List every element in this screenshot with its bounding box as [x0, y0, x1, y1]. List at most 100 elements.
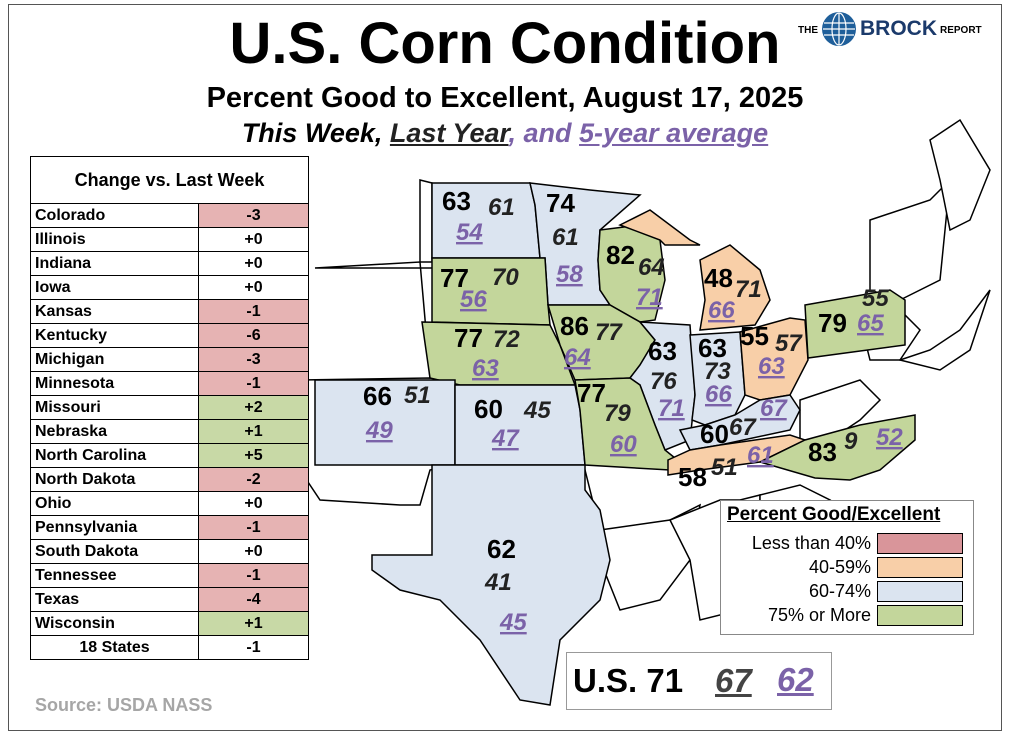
series-last-year: Last Year — [389, 118, 509, 148]
state-5yr-avg-value: 71 — [636, 284, 663, 311]
state-5yr-avg-value: 61 — [747, 442, 774, 469]
legend-title: Percent Good/Excellent — [727, 504, 941, 525]
table-row: Kentucky -6 — [30, 323, 309, 348]
state-name: Tennessee — [30, 563, 199, 588]
brock-logo: THE BROCK REPORT — [790, 10, 995, 50]
series-sep-2: , and — [508, 118, 572, 148]
state-name: Kansas — [30, 299, 199, 324]
state-5yr-avg-value: 54 — [456, 219, 483, 246]
legend-swatch — [877, 581, 963, 602]
series-5yr-avg: 5-year average — [579, 118, 769, 148]
table-row: North Dakota -2 — [30, 467, 309, 492]
table-row: Colorado -3 — [30, 203, 309, 228]
legend-label: 60-74% — [808, 581, 871, 601]
state-5yr-avg-value: 63 — [758, 353, 785, 380]
change-value: +0 — [198, 491, 309, 516]
table-row: Illinois +0 — [30, 227, 309, 252]
state-this-week-value: 63 — [442, 186, 471, 216]
state-name: Pennsylvania — [30, 515, 199, 540]
state-name: Missouri — [30, 395, 199, 420]
state-michigan — [699, 244, 771, 331]
change-value: -1 — [198, 635, 309, 660]
state-this-week-value: 86 — [560, 311, 589, 341]
us-last-year: 67 — [715, 662, 752, 699]
table-row: Wisconsin +1 — [30, 611, 309, 636]
state-this-week-value: 77 — [577, 378, 606, 408]
legend-label: 40-59% — [808, 557, 871, 577]
state-this-week-value: 82 — [606, 240, 635, 270]
state-this-week-value: 66 — [363, 381, 392, 411]
table-row: Tennessee -1 — [30, 563, 309, 588]
state-last-year-value: 67 — [729, 414, 757, 441]
change-value: -1 — [198, 371, 309, 396]
state-last-year-value: 61 — [488, 194, 515, 221]
logo-the: THE — [798, 25, 818, 36]
state-last-year-value: 57 — [775, 330, 803, 357]
state-ohio — [739, 317, 809, 401]
state-texas — [371, 464, 611, 706]
state-north-carolina — [757, 414, 916, 481]
change-table-header: Change vs. Last Week — [30, 156, 309, 204]
legend-item: 60-74% — [721, 580, 971, 602]
us-summary: U.S. 71 67 62 — [566, 652, 832, 710]
color-legend: Percent Good/Excellent Less than 40% 40-… — [720, 500, 974, 635]
change-value: +2 — [198, 395, 309, 420]
state-last-year-value: 76 — [650, 368, 677, 395]
legend-swatch — [877, 533, 963, 554]
state-name: Minnesota — [30, 371, 199, 396]
page-subtitle: Percent Good to Excellent, August 17, 20… — [206, 82, 804, 114]
state-name: Illinois — [30, 227, 199, 252]
change-value: +0 — [198, 539, 309, 564]
change-value: +0 — [198, 227, 309, 252]
state-5yr-avg-value: 66 — [708, 297, 735, 324]
us-5yr-avg: 62 — [777, 661, 814, 698]
state-name: Iowa — [30, 275, 199, 300]
change-value: +1 — [198, 611, 309, 636]
logo-name: BROCK — [860, 17, 937, 40]
state-this-week-value: 77 — [440, 263, 469, 293]
state-name: Wisconsin — [30, 611, 199, 636]
table-row: Pennsylvania -1 — [30, 515, 309, 540]
state-michigan-upper — [618, 209, 701, 246]
series-legend-line: This Week, Last Year, and 5-year average — [0, 118, 1010, 149]
state-this-week-value: 62 — [487, 534, 516, 564]
table-total-row: 18 States -1 — [30, 635, 309, 660]
change-value: -1 — [198, 515, 309, 540]
state-5yr-avg-value: 65 — [857, 310, 884, 337]
page-title: U.S. Corn Condition — [229, 11, 781, 76]
state-5yr-avg-value: 60 — [610, 431, 637, 458]
table-row: Texas -4 — [30, 587, 309, 612]
legend-swatch — [877, 605, 963, 626]
state-5yr-avg-value: 49 — [365, 417, 393, 444]
state-name: Michigan — [30, 347, 199, 372]
change-value: -2 — [198, 467, 309, 492]
state-5yr-avg-value: 64 — [564, 344, 591, 371]
table-row: Kansas -1 — [30, 299, 309, 324]
change-value: +0 — [198, 275, 309, 300]
state-shapes — [314, 182, 916, 706]
state-name: Texas — [30, 587, 199, 612]
state-south-dakota — [431, 257, 551, 326]
state-last-year-value: 9 — [844, 428, 858, 455]
state-last-year-value: 51 — [711, 454, 738, 481]
table-row: Minnesota -1 — [30, 371, 309, 396]
state-pennsylvania — [804, 289, 906, 359]
change-value: -4 — [198, 587, 309, 612]
table-row: Missouri +2 — [30, 395, 309, 420]
globe-icon — [822, 12, 856, 46]
legend-label: Less than 40% — [751, 533, 871, 553]
chart-frame — [8, 4, 1002, 731]
change-value: +1 — [198, 419, 309, 444]
state-missouri — [574, 377, 682, 471]
table-row: Indiana +0 — [30, 251, 309, 276]
state-5yr-avg-value: 47 — [491, 425, 520, 452]
change-value: +0 — [198, 251, 309, 276]
state-this-week-value: 48 — [704, 263, 733, 293]
state-5yr-avg-value: 67 — [760, 395, 788, 422]
state-last-year-value: 41 — [484, 569, 512, 596]
legend-item: 75% or More — [721, 604, 971, 626]
state-5yr-avg-value: 58 — [556, 261, 583, 288]
change-value: -6 — [198, 323, 309, 348]
state-name: South Dakota — [30, 539, 199, 564]
